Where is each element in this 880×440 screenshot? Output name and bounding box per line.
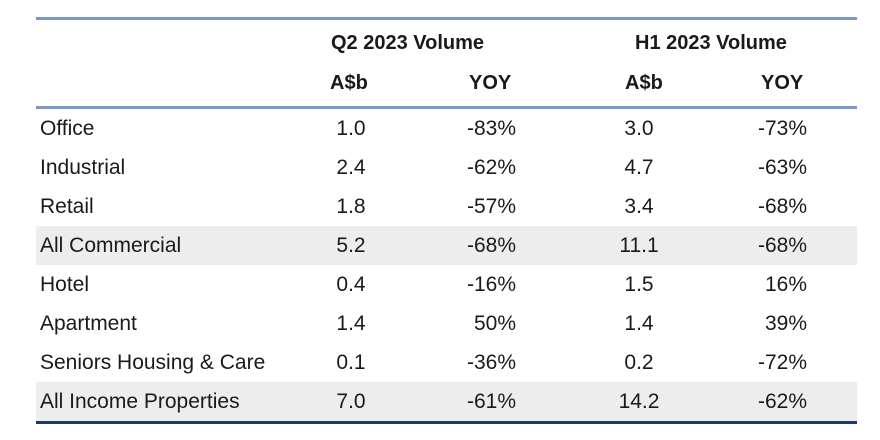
- table-top-rule: [36, 17, 857, 20]
- table-row-total: All Income Properties 7.0 -61% 14.2 -62%: [36, 382, 857, 421]
- table-row: Apartment 1.4 50% 1.4 39%: [36, 304, 857, 343]
- h1-yoy: -73%: [757, 117, 807, 140]
- h1-value: 3.0: [624, 117, 654, 140]
- column-header-row: A$b YOY A$b YOY: [36, 66, 857, 106]
- q2-value: 1.8: [336, 195, 366, 218]
- q2-yoy: -36%: [466, 351, 516, 374]
- row-name: Seniors Housing & Care: [40, 351, 266, 374]
- table-row: Seniors Housing & Care 0.1 -36% 0.2 -72%: [36, 343, 857, 382]
- row-name: All Commercial: [40, 234, 182, 257]
- column-header-h1-yoy: YOY: [761, 72, 804, 94]
- h1-value: 14.2: [618, 390, 660, 413]
- h1-yoy: -72%: [757, 351, 807, 374]
- q2-value: 2.4: [336, 156, 366, 179]
- q2-value: 7.0: [336, 390, 366, 413]
- q2-value: 1.4: [336, 312, 366, 335]
- q2-yoy: -62%: [466, 156, 516, 179]
- q2-yoy: -61%: [466, 390, 516, 413]
- h1-yoy: 39%: [764, 312, 807, 335]
- row-name: Retail: [40, 195, 94, 218]
- h1-yoy: -68%: [757, 234, 807, 257]
- group-header-q2: Q2 2023 Volume: [331, 32, 485, 54]
- table-row: Office 1.0 -83% 3.0 -73%: [36, 109, 857, 148]
- column-header-q2-yoy: YOY: [469, 72, 512, 94]
- column-header-h1-value: A$b: [625, 72, 663, 94]
- q2-value: 1.0: [336, 117, 366, 140]
- q2-value: 0.1: [336, 351, 366, 374]
- row-name: Hotel: [40, 273, 90, 296]
- h1-yoy: -62%: [757, 390, 807, 413]
- h1-yoy: 16%: [764, 273, 807, 296]
- h1-value: 11.1: [619, 234, 659, 257]
- q2-yoy: 50%: [473, 312, 516, 335]
- h1-yoy: -68%: [757, 195, 807, 218]
- row-name: Office: [40, 117, 95, 140]
- q2-yoy: -16%: [466, 273, 516, 296]
- header-rule: [36, 106, 857, 109]
- table-bottom-rule: [36, 421, 857, 424]
- q2-yoy: -68%: [466, 234, 516, 257]
- volume-table: Q2 2023 Volume H1 2023 Volume A$b YOY A$…: [36, 17, 857, 424]
- column-header-q2-value: A$b: [330, 72, 368, 94]
- row-name: Industrial: [40, 156, 126, 179]
- table-row-subtotal: All Commercial 5.2 -68% 11.1 -68%: [36, 226, 857, 265]
- table-body: Office 1.0 -83% 3.0 -73% Industrial 2.4 …: [36, 109, 857, 421]
- h1-value: 3.4: [624, 195, 654, 218]
- table-row: Hotel 0.4 -16% 1.5 16%: [36, 265, 857, 304]
- table-row: Retail 1.8 -57% 3.4 -68%: [36, 187, 857, 226]
- q2-value: 5.2: [336, 234, 366, 257]
- group-header-h1: H1 2023 Volume: [635, 32, 787, 54]
- h1-value: 4.7: [624, 156, 654, 179]
- row-name: All Income Properties: [40, 390, 240, 413]
- group-header-row: Q2 2023 Volume H1 2023 Volume: [36, 20, 857, 66]
- row-name: Apartment: [40, 312, 137, 335]
- h1-yoy: -63%: [757, 156, 807, 179]
- h1-value: 1.5: [624, 273, 654, 296]
- q2-yoy: -83%: [466, 117, 516, 140]
- q2-value: 0.4: [336, 273, 366, 296]
- q2-yoy: -57%: [466, 195, 516, 218]
- h1-value: 0.2: [624, 351, 654, 374]
- h1-value: 1.4: [624, 312, 654, 335]
- table-row: Industrial 2.4 -62% 4.7 -63%: [36, 148, 857, 187]
